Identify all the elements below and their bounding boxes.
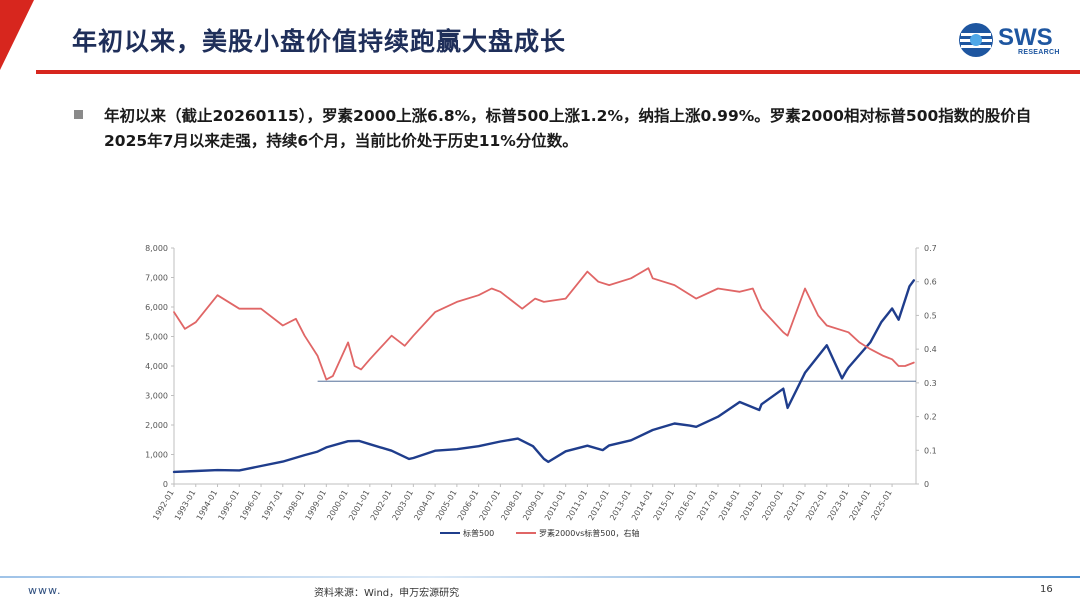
x-tick-label: 2014-01 — [630, 489, 655, 522]
x-tick-label: 2020-01 — [760, 489, 785, 522]
x-tick-label: 2017-01 — [695, 489, 720, 522]
legend-label: 罗素2000vs标普500，右轴 — [539, 528, 640, 538]
series-line-sp500 — [172, 279, 915, 474]
page-number: 16 — [1040, 584, 1053, 595]
plot-area — [172, 267, 916, 474]
x-tick-label: 2019-01 — [739, 489, 764, 522]
right-tick-label: 0.6 — [924, 278, 937, 287]
x-tick-label: 2022-01 — [804, 489, 829, 522]
x-axis: 1992-011993-011994-011995-011996-011997-… — [151, 483, 916, 522]
x-tick-label: 1997-01 — [260, 489, 285, 522]
x-tick-label: 2013-01 — [608, 489, 633, 522]
x-tick-label: 1998-01 — [282, 489, 307, 522]
right-tick-label: 0.5 — [924, 311, 937, 320]
x-tick-label: 2005-01 — [434, 489, 459, 522]
sws-logo: SWS RESEARCH — [956, 20, 1066, 60]
left-axis: 0 1,000 2,000 3,000 4,000 5,000 6,000 7,000 8,00… — [145, 244, 175, 489]
x-tick-label: 2018-01 — [717, 489, 742, 522]
series-line-ratio — [173, 267, 915, 381]
legend-label: 标普500 — [463, 528, 494, 538]
left-tick-label: 8,000 — [145, 244, 168, 253]
left-tick-label: 2,000 — [145, 421, 168, 430]
x-tick-label: 1999-01 — [304, 489, 329, 522]
x-tick-label: 1994-01 — [195, 489, 220, 522]
right-tick-label: 0.1 — [924, 446, 937, 455]
right-axis: 0 0.1 0.2 0.3 0.4 0.5 0.6 0.7 — [915, 244, 937, 489]
legend: 标普500 罗素2000vs标普500，右轴 — [440, 528, 640, 538]
x-tick-label: 1992-01 — [151, 489, 176, 522]
x-tick-label: 2016-01 — [673, 489, 698, 522]
title-red-wedge — [0, 0, 34, 70]
right-tick-label: 0 — [924, 480, 929, 489]
title-bar: 年初以来，美股小盘价值持续跑赢大盘成长 SWS RESEARCH — [0, 0, 1080, 80]
left-tick-label: 1,000 — [145, 451, 168, 460]
left-tick-label: 0 — [163, 480, 168, 489]
bullet-square-icon — [74, 110, 83, 119]
footer-divider — [0, 576, 1080, 578]
left-tick-label: 7,000 — [145, 274, 168, 283]
x-tick-label: 2021-01 — [782, 489, 807, 522]
x-tick-label: 2003-01 — [391, 489, 416, 522]
x-tick-label: 2006-01 — [456, 489, 481, 522]
left-tick-label: 6,000 — [145, 303, 168, 312]
x-tick-label: 2024-01 — [848, 489, 873, 522]
x-tick-label: 2010-01 — [543, 489, 568, 522]
footer-source: 资料来源：Wind，申万宏源研究 — [314, 588, 460, 599]
x-tick-label: 2011-01 — [565, 489, 590, 522]
left-tick-label: 5,000 — [145, 333, 168, 342]
x-tick-label: 2002-01 — [369, 489, 394, 522]
right-tick-label: 0.7 — [924, 244, 937, 253]
x-tick-label: 2004-01 — [412, 489, 437, 522]
x-tick-label: 2023-01 — [826, 489, 851, 522]
x-tick-label: 1996-01 — [238, 489, 263, 522]
right-tick-label: 0.2 — [924, 413, 937, 422]
right-tick-label: 0.4 — [924, 345, 937, 354]
x-tick-label: 2001-01 — [347, 489, 372, 522]
left-tick-label: 3,000 — [145, 392, 168, 401]
sws-logo-icon — [959, 23, 993, 57]
x-tick-label: 2007-01 — [478, 489, 503, 522]
x-tick-label: 2009-01 — [521, 489, 546, 522]
page-title: 年初以来，美股小盘价值持续跑赢大盘成长 — [72, 27, 567, 56]
logo-name: SWS — [998, 24, 1053, 51]
line-chart: 0 1,000 2,000 3,000 4,000 5,000 6,000 7,000 8,00… — [145, 244, 937, 538]
title-underline — [36, 70, 1080, 74]
x-tick-label: 2008-01 — [499, 489, 524, 522]
logo-subtitle: RESEARCH — [1018, 49, 1060, 56]
summary-text: 年初以来（截止20260115），罗素2000上涨6.8%，标普500上涨1.2… — [104, 107, 1032, 150]
x-tick-label: 1995-01 — [216, 489, 241, 522]
x-tick-label: 2000-01 — [325, 489, 350, 522]
x-tick-label: 1993-01 — [173, 489, 198, 522]
x-tick-label: 2012-01 — [586, 489, 611, 522]
right-tick-label: 0.3 — [924, 379, 937, 388]
left-tick-label: 4,000 — [145, 362, 168, 371]
x-tick-label: 2025-01 — [869, 489, 894, 522]
x-tick-label: 2015-01 — [652, 489, 677, 522]
footer-website: www. — [28, 584, 62, 597]
